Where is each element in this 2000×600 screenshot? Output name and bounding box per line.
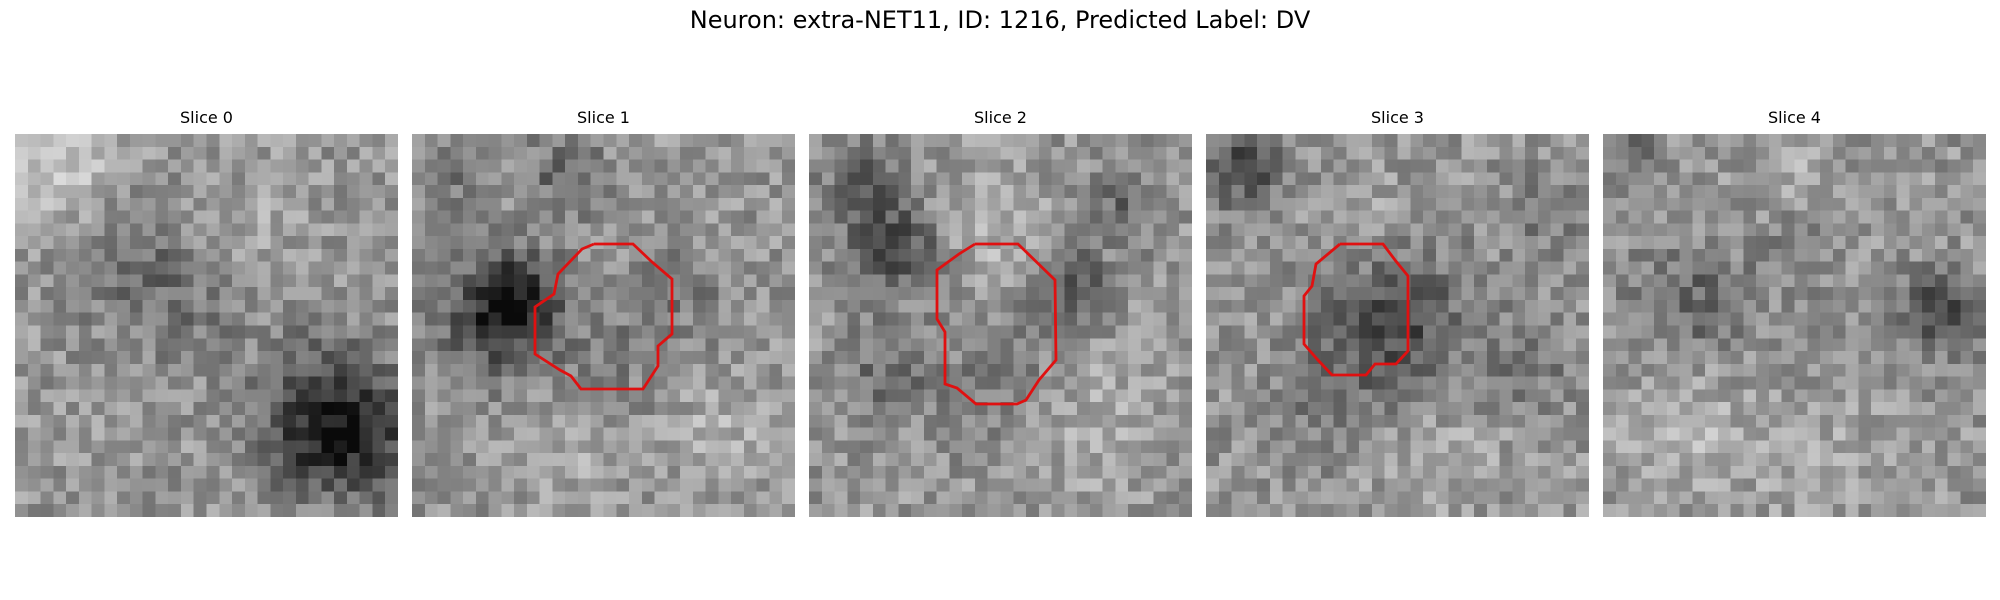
slice-title-3: Slice 3 xyxy=(1206,108,1589,127)
roi-contour-1 xyxy=(412,134,795,517)
roi-contour-2 xyxy=(809,134,1192,517)
slice-image-4 xyxy=(1603,134,1986,517)
slice-title-0: Slice 0 xyxy=(15,108,398,127)
figure-title: Neuron: extra-NET11, ID: 1216, Predicted… xyxy=(0,6,2000,34)
roi-contour-3 xyxy=(1206,134,1589,517)
slice-title-1: Slice 1 xyxy=(412,108,795,127)
slice-image-0 xyxy=(15,134,398,517)
slice-title-4: Slice 4 xyxy=(1603,108,1986,127)
slice-title-2: Slice 2 xyxy=(809,108,1192,127)
